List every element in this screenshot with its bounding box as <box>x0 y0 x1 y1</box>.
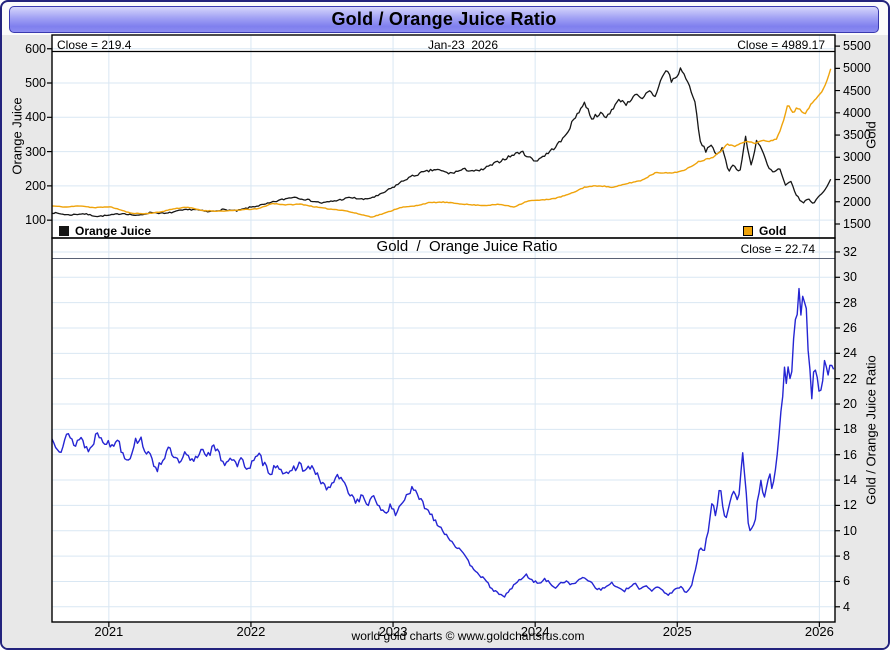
orange-juice-legend-swatch-icon <box>59 226 69 236</box>
gold-line <box>52 68 832 218</box>
year-tick-label: 2024 <box>520 624 550 639</box>
gold-close-annotation: Close = 4989.17 <box>737 38 825 52</box>
ratio-line <box>52 287 835 598</box>
year-tick-label: 2025 <box>662 624 692 639</box>
gold-axis-tick-label: 4500 <box>843 83 871 98</box>
gold-axis-tick-label: 4000 <box>843 105 871 120</box>
ratio-axis-tick-label: 16 <box>843 447 857 462</box>
year-tick-label: 2021 <box>94 624 124 639</box>
gold-axis-tick-label: 2500 <box>843 172 871 187</box>
gold-axis-tick-label: 1500 <box>843 216 871 231</box>
title-bar: Gold / Orange Juice Ratio <box>9 6 879 33</box>
oj-close-annotation: Close = 219.4 <box>57 38 132 52</box>
year-tick-label: 2022 <box>236 624 266 639</box>
ratio-axis-tick-label: 30 <box>843 270 857 285</box>
orange-juice-legend-label: Orange Juice <box>75 224 152 238</box>
ratio-axis-tick-label: 14 <box>843 473 857 488</box>
ratio-axis-tick-label: 32 <box>843 244 857 259</box>
page-title: Gold / Orange Juice Ratio <box>331 9 557 29</box>
ratio-axis-tick-label: 12 <box>843 498 857 513</box>
oj-axis-tick-label: 300 <box>25 144 46 159</box>
ratio-axis-title: Gold / Orange Juice Ratio <box>863 355 879 505</box>
gold-legend-swatch-icon <box>743 226 753 236</box>
year-tick-label: 2023 <box>378 624 408 639</box>
gold-axis-tick-label: 5500 <box>843 39 871 54</box>
ratio-axis-tick-label: 18 <box>843 422 857 437</box>
orange-juice-line <box>52 67 832 218</box>
ratio-axis-tick-label: 24 <box>843 346 857 361</box>
ratio-axis-tick-label: 8 <box>843 549 850 564</box>
oj-axis-tick-label: 400 <box>25 110 46 125</box>
oj-axis-tick-label: 200 <box>25 178 46 193</box>
ratio-axis-tick-label: 26 <box>843 320 857 335</box>
ratio-axis-tick-label: 4 <box>843 599 850 614</box>
oj-axis-tick-label: 600 <box>25 41 46 56</box>
gold-axis-tick-label: 3500 <box>843 128 871 143</box>
date-annotation: Jan-23 2026 <box>427 38 499 52</box>
ratio-axis-tick-label: 6 <box>843 574 850 589</box>
year-tick-label: 2026 <box>804 624 834 639</box>
ratio-close-annotation: Close = 22.74 <box>740 242 815 256</box>
footer-credit: world gold charts © www.goldchartsrus.co… <box>351 629 585 643</box>
gold-axis-tick-label: 2000 <box>843 194 871 209</box>
ratio-panel-title: Gold / Orange Juice Ratio <box>376 238 558 255</box>
oj-axis-tick-label: 500 <box>25 76 46 90</box>
gold-axis-tick-label: 3000 <box>843 150 871 165</box>
ratio-axis-tick-label: 10 <box>843 523 857 538</box>
gold-legend-label: Gold <box>759 224 787 238</box>
ratio-axis-tick-label: 20 <box>843 397 857 412</box>
gold-axis-tick-label: 5000 <box>843 61 871 76</box>
ratio-axis-tick-label: 22 <box>843 371 857 386</box>
oj-axis-tick-label: 100 <box>25 213 46 228</box>
ratio-axis-tick-label: 28 <box>843 295 857 310</box>
